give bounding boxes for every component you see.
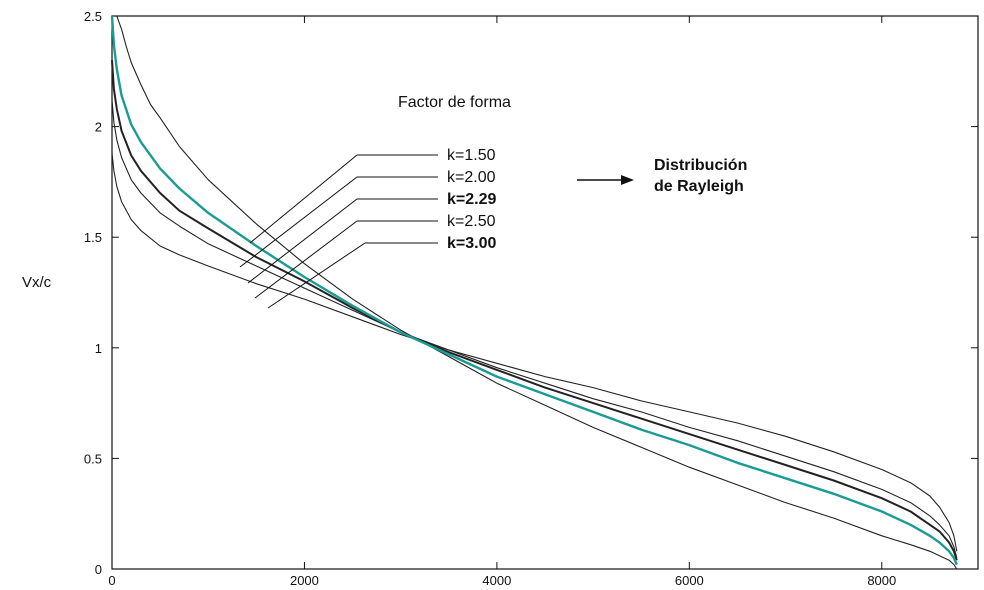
x-tick-label: 2000 [290,573,319,588]
legend-label-k200: k=2.00 [447,169,496,186]
legend-pointer-k250 [254,220,358,299]
legend-pointer-k229 [247,198,358,284]
legend-pointer-k150 [249,154,358,244]
series-line-k200 [110,15,958,566]
y-tick-label: 0.5 [84,451,102,466]
rayleigh-arrow-head [621,175,634,185]
plot-frame [111,15,979,570]
series-line-k300 [111,153,958,552]
legend: k=1.50 k=2.00 k=2.29 k=2.50 k=3.00 [239,147,496,309]
x-tick-label: 0 [108,573,115,588]
legend-label-k150: k=1.50 [447,147,496,164]
y-axis-label: Vx/c [22,274,52,291]
legend-label-k300: k=3.00 [447,235,496,252]
y-axis: 0 0.5 1 1.5 2 2.5 [84,9,978,577]
y-tick-label: 1 [95,341,102,356]
series-lines [110,15,958,570]
legend-title: Factor de forma [398,94,511,111]
legend-pointer-k200 [239,176,358,268]
series-line-k250 [111,100,958,559]
series-line-k150 [116,15,958,570]
legend-pointer-k300 [267,242,366,309]
x-axis: 0 2000 4000 6000 8000 [108,16,896,588]
legend-label-k229: k=2.29 [447,191,496,208]
x-tick-label: 8000 [867,573,896,588]
y-tick-label: 2.5 [84,9,102,24]
y-tick-label: 0 [95,562,102,577]
rayleigh-label-line2: de Rayleigh [654,178,744,195]
y-tick-label: 2 [95,120,102,135]
rayleigh-label-line1: Distribución [654,157,747,174]
x-tick-label: 4000 [482,573,511,588]
x-tick-label: 6000 [675,573,704,588]
legend-label-k250: k=2.50 [447,213,496,230]
y-tick-label: 1.5 [84,230,102,245]
series-line-k229 [111,60,958,561]
